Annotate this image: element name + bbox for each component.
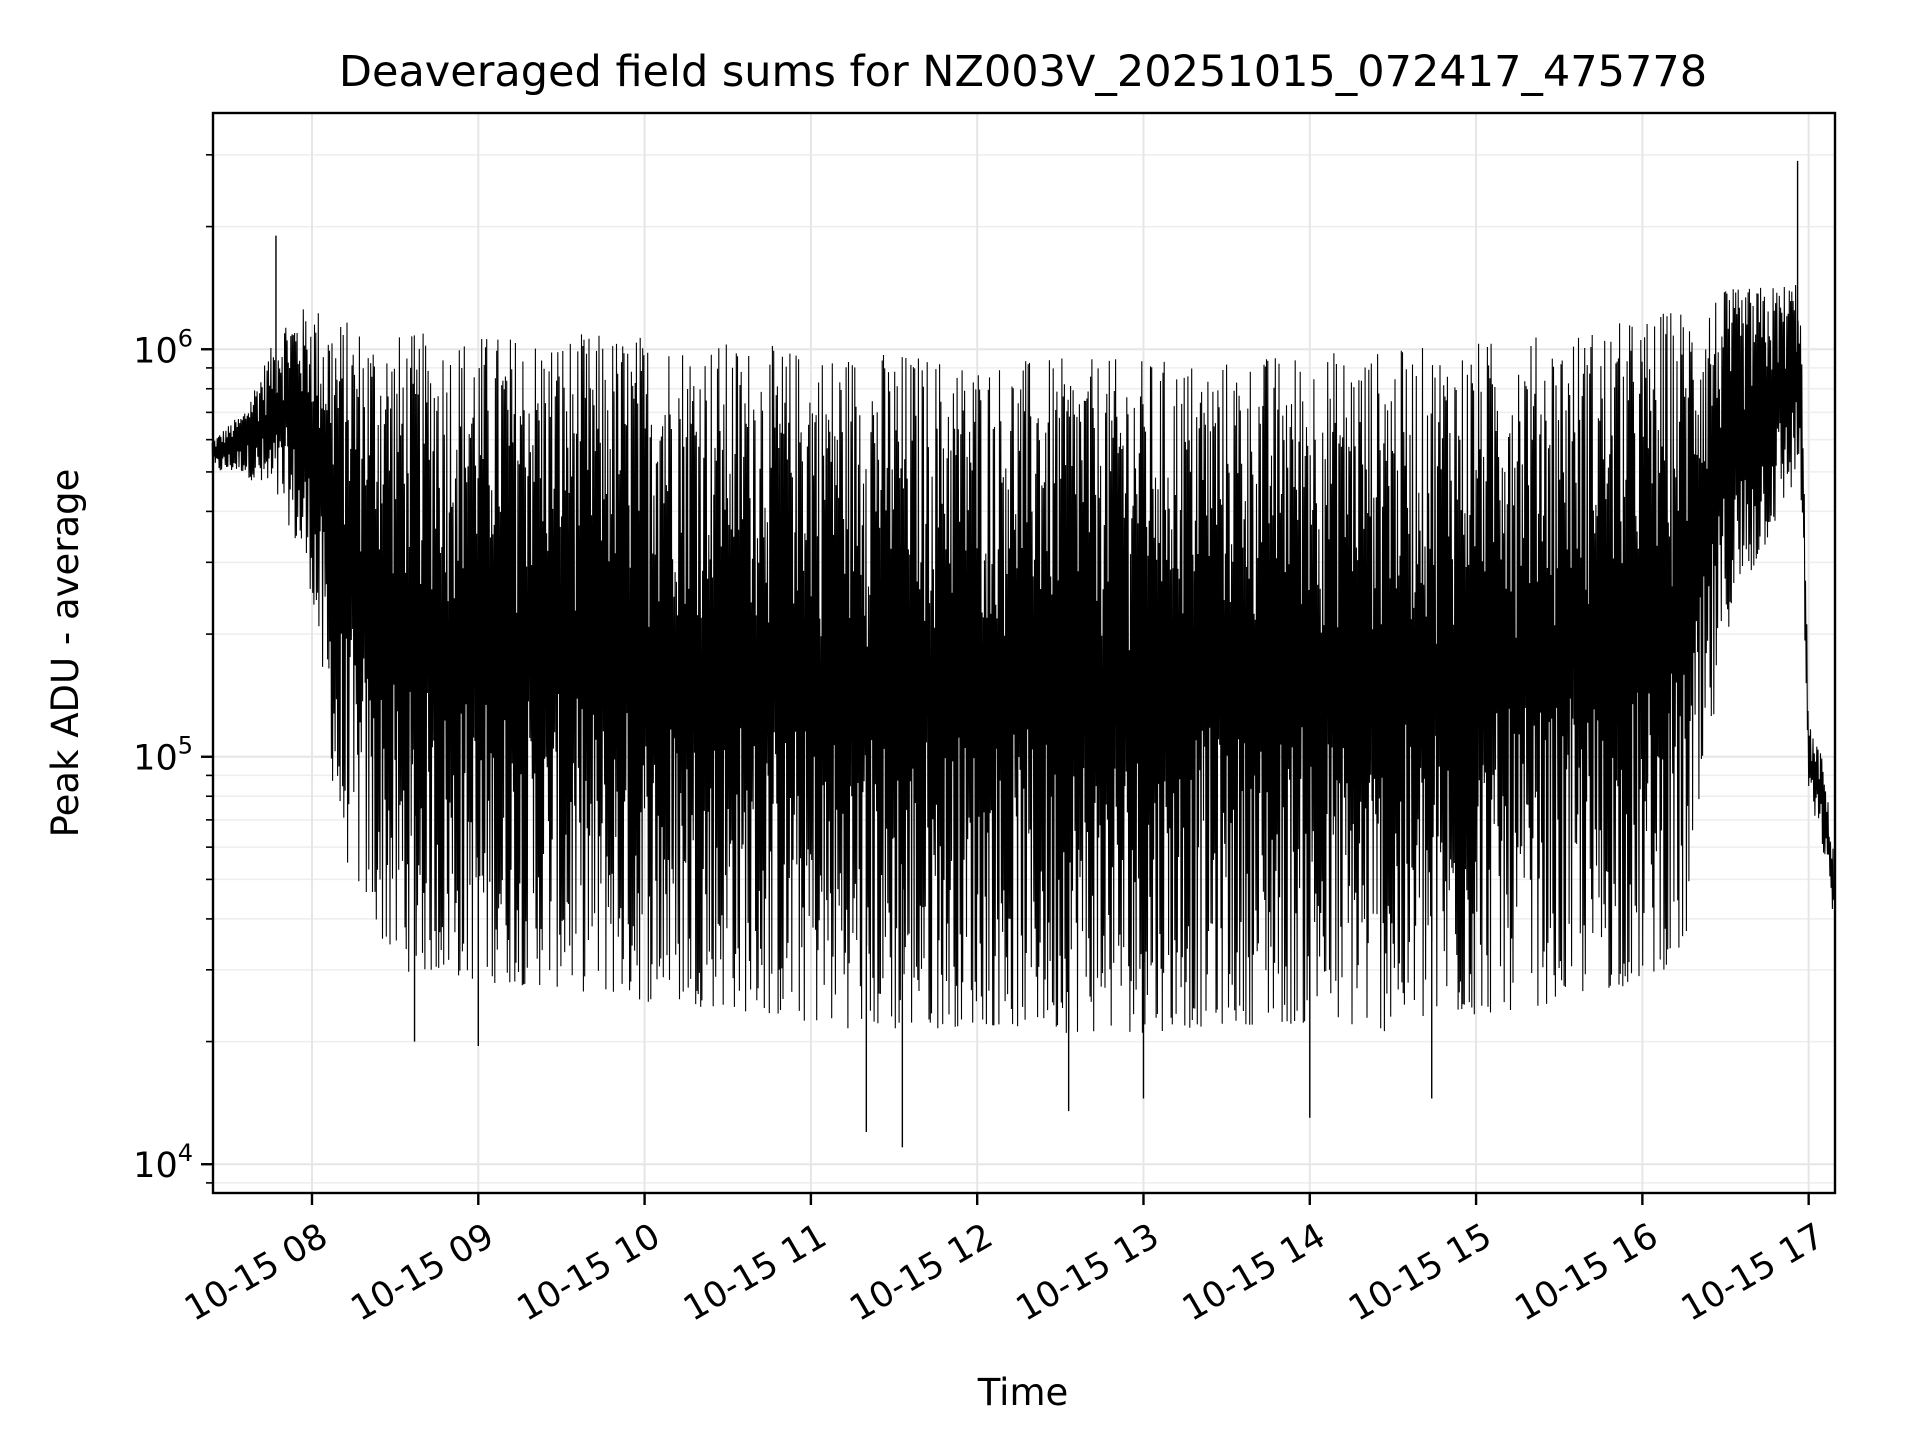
y-tick-base: 10 bbox=[133, 331, 178, 371]
y-tick-base: 10 bbox=[133, 1146, 178, 1186]
y-tick-base: 10 bbox=[133, 739, 178, 779]
x-axis-label: Time bbox=[977, 1371, 1069, 1414]
series-line bbox=[211, 284, 1835, 1033]
y-tick-exponent: 4 bbox=[178, 1139, 193, 1167]
y-tick-exponent: 6 bbox=[178, 324, 193, 352]
plot-frame bbox=[211, 111, 1837, 1195]
y-tick-label: 106 bbox=[133, 324, 193, 371]
data-series bbox=[211, 160, 1835, 1148]
y-axis-label: Peak ADU - average bbox=[44, 469, 87, 838]
y-tick-label: 105 bbox=[133, 732, 193, 779]
chart-title: Deaveraged field sums for NZ003V_2025101… bbox=[339, 47, 1707, 97]
y-tick-label: 104 bbox=[133, 1139, 193, 1186]
y-tick-exponent: 5 bbox=[178, 732, 193, 760]
